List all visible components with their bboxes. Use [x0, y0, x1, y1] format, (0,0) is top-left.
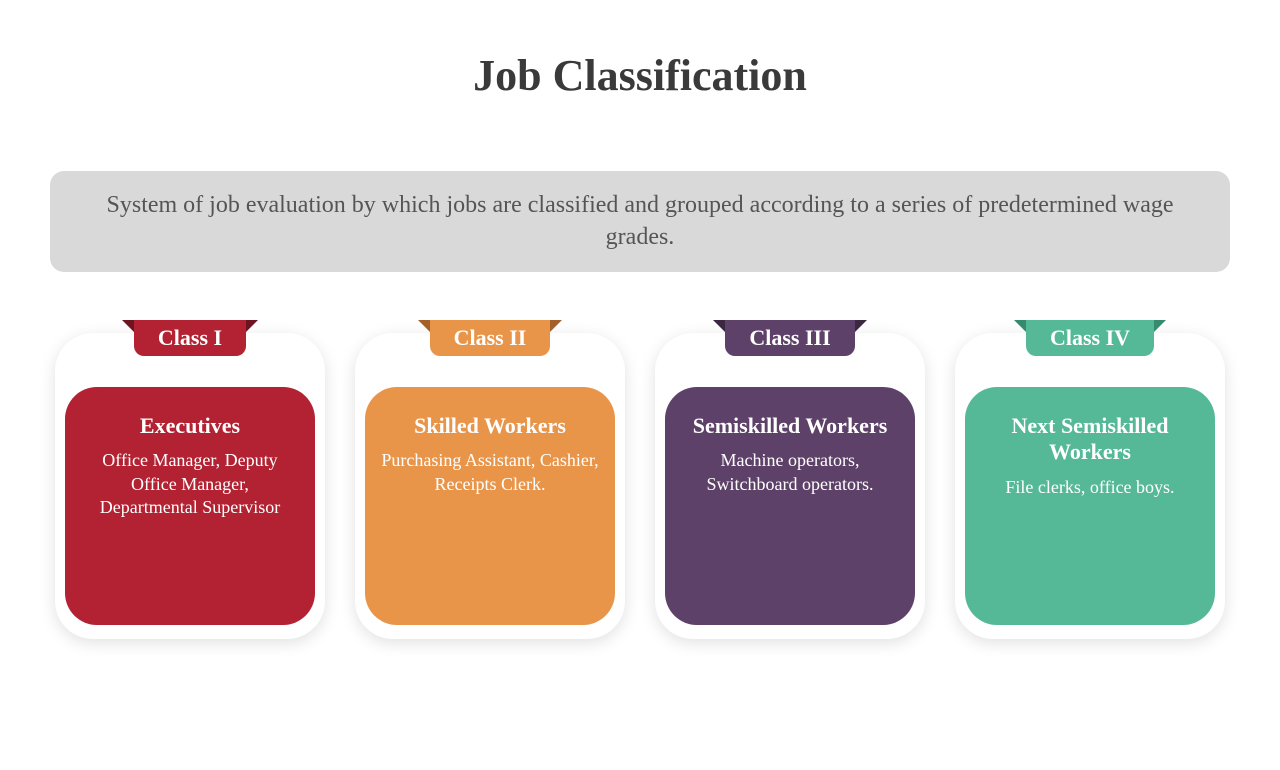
card-outer-3: Semiskilled Workers Machine operators, S…: [655, 333, 925, 639]
card-outer-1: Executives Office Manager, Deputy Office…: [55, 333, 325, 639]
class-card-4: Class IV Next Semiskilled Workers File c…: [955, 320, 1225, 639]
card-inner-3: Semiskilled Workers Machine operators, S…: [665, 387, 915, 625]
card-desc-4: File clerks, office boys.: [1005, 476, 1174, 499]
card-heading-3: Semiskilled Workers: [693, 413, 888, 439]
subtitle-text: System of job evaluation by which jobs a…: [90, 189, 1190, 254]
card-heading-1: Executives: [140, 413, 240, 439]
card-inner-1: Executives Office Manager, Deputy Office…: [65, 387, 315, 625]
card-desc-1: Office Manager, Deputy Office Manager, D…: [81, 449, 299, 519]
class-tab-1: Class I: [134, 320, 246, 356]
card-desc-2: Purchasing Assistant, Cashier, Receipts …: [381, 449, 599, 496]
page-title: Job Classification: [0, 50, 1280, 101]
class-card-2: Class II Skilled Workers Purchasing Assi…: [355, 320, 625, 639]
subtitle-box: System of job evaluation by which jobs a…: [50, 171, 1230, 272]
card-heading-2: Skilled Workers: [414, 413, 566, 439]
class-tab-2: Class II: [430, 320, 551, 356]
class-card-3: Class III Semiskilled Workers Machine op…: [655, 320, 925, 639]
card-outer-4: Next Semiskilled Workers File clerks, of…: [955, 333, 1225, 639]
class-card-1: Class I Executives Office Manager, Deput…: [55, 320, 325, 639]
card-inner-4: Next Semiskilled Workers File clerks, of…: [965, 387, 1215, 625]
card-desc-3: Machine operators, Switchboard operators…: [681, 449, 899, 496]
class-tab-4: Class IV: [1026, 320, 1154, 356]
card-outer-2: Skilled Workers Purchasing Assistant, Ca…: [355, 333, 625, 639]
cards-row: Class I Executives Office Manager, Deput…: [55, 320, 1225, 639]
card-heading-4: Next Semiskilled Workers: [981, 413, 1199, 466]
card-inner-2: Skilled Workers Purchasing Assistant, Ca…: [365, 387, 615, 625]
class-tab-3: Class III: [725, 320, 854, 356]
